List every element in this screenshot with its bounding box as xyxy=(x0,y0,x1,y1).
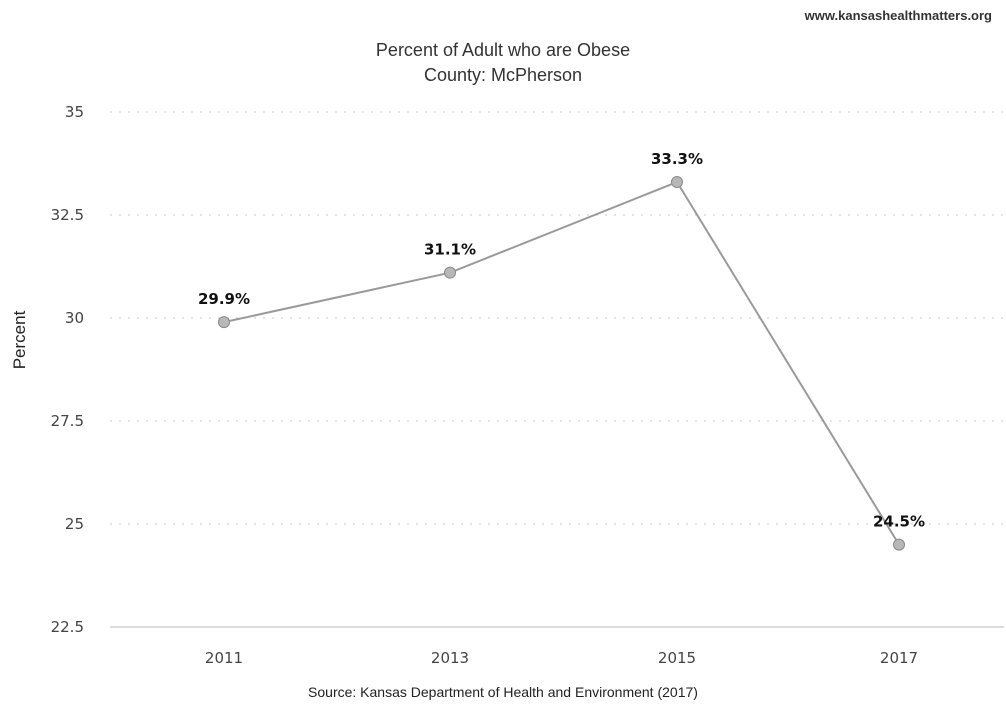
x-tick-label: 2013 xyxy=(431,649,469,667)
data-label: 33.3% xyxy=(651,150,703,168)
gridlines xyxy=(110,111,1004,628)
data-label: 31.1% xyxy=(424,241,476,259)
data-point xyxy=(218,316,230,329)
y-tick-label: 35 xyxy=(65,103,84,121)
website-url: www.kansashealthmatters.org xyxy=(804,8,992,23)
y-tick-label: 22.5 xyxy=(51,618,84,636)
y-axis-ticks: 22.5 25 27.5 30 32.5 35 xyxy=(51,103,84,636)
data-point xyxy=(893,538,905,551)
data-point xyxy=(671,176,683,189)
data-markers xyxy=(218,176,905,551)
data-label: 24.5% xyxy=(873,513,925,531)
chart-title-line-2: County: McPherson xyxy=(423,65,583,85)
y-tick-label: 32.5 xyxy=(51,206,84,224)
y-tick-label: 30 xyxy=(65,309,84,327)
chart-title: Percent of Adult who are Obese County: M… xyxy=(0,38,1006,88)
series-line xyxy=(223,180,900,546)
data-point xyxy=(444,266,456,279)
x-tick-label: 2015 xyxy=(658,649,696,667)
x-tick-label: 2011 xyxy=(205,649,243,667)
source-note: Source: Kansas Department of Health and … xyxy=(308,684,698,700)
y-tick-label: 27.5 xyxy=(51,412,84,430)
x-tick-label: 2017 xyxy=(880,649,918,667)
data-label: 29.9% xyxy=(198,290,250,308)
x-axis-ticks: 2011 2013 2015 2017 xyxy=(205,649,918,667)
y-tick-label: 25 xyxy=(65,515,84,533)
chart-title-line-1: Percent of Adult who are Obese xyxy=(375,40,631,60)
data-labels: 29.9% 31.1% 33.3% 24.5% xyxy=(198,150,925,531)
